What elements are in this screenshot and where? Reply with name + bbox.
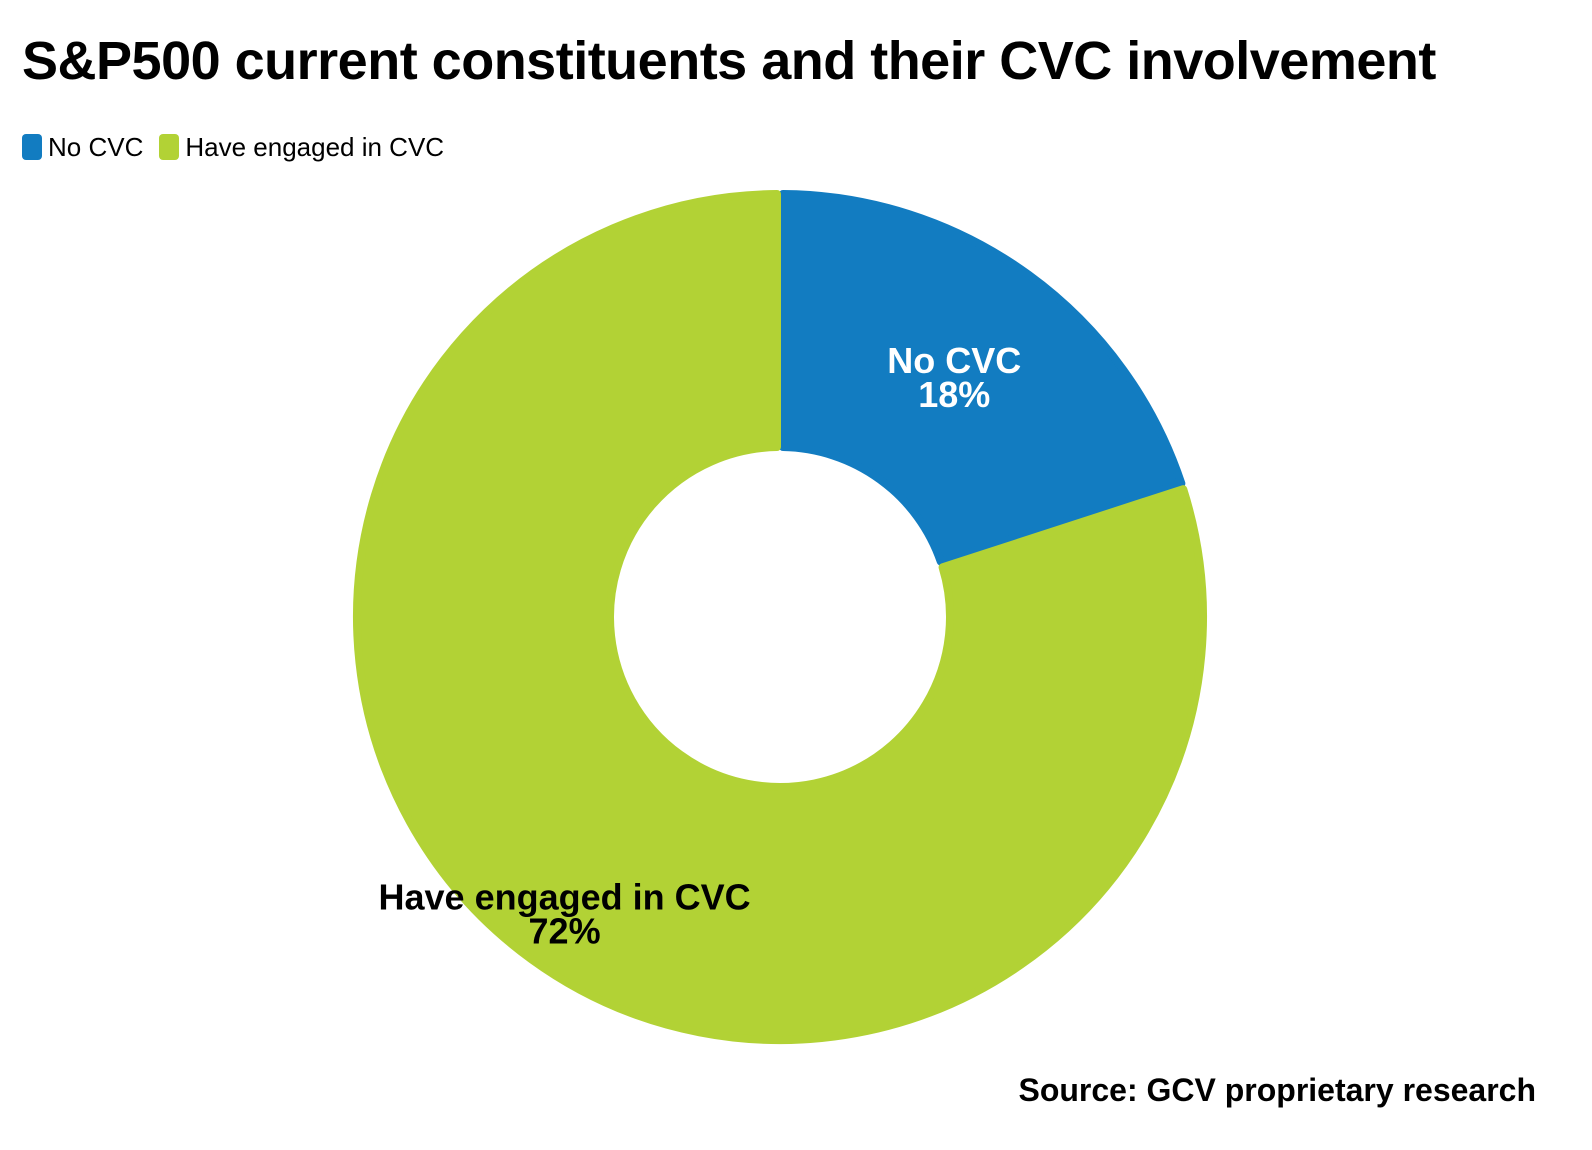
- legend-swatch-have-engaged: [159, 134, 180, 160]
- label-have-engaged-category: Have engaged in CVC: [379, 877, 751, 918]
- label-no-cvc: No CVC 18%: [887, 340, 1021, 415]
- legend-label-have-engaged: Have engaged in CVC: [185, 132, 445, 162]
- legend-item-have-engaged[interactable]: Have engaged in CVC: [159, 134, 444, 160]
- legend-swatch-no-cvc: [22, 134, 42, 160]
- legend: No CVC Have engaged in CVC: [22, 134, 460, 160]
- label-no-cvc-category: No CVC: [887, 340, 1021, 381]
- slice-no-cvc[interactable]: [779, 190, 1186, 566]
- donut-slices: [353, 190, 1207, 1044]
- label-have-engaged-value: 72%: [529, 911, 601, 952]
- chart-title: S&P500 current constituents and their CV…: [22, 31, 1436, 91]
- label-no-cvc-value: 18%: [918, 374, 990, 415]
- source-note: Source: GCV proprietary research: [1018, 1072, 1536, 1108]
- legend-label-no-cvc: No CVC: [48, 132, 144, 162]
- slice-have-engaged[interactable]: [353, 190, 1207, 1044]
- donut-labels: No CVC 18% Have engaged in CVC 72%: [379, 340, 1022, 951]
- label-have-engaged: Have engaged in CVC 72%: [379, 877, 751, 952]
- legend-item-no-cvc[interactable]: No CVC: [22, 134, 143, 160]
